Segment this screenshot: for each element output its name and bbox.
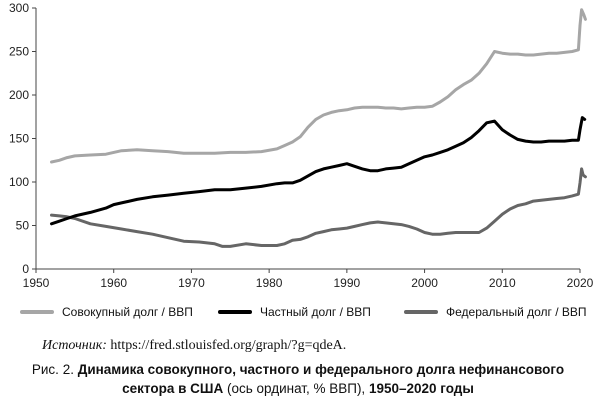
caption-title: Динамика совокупного, частного и федерал… [77,362,565,396]
x-tick-label-4: 1990 [334,276,361,290]
x-tick-label-0: 1950 [23,276,50,290]
series-line-0 [50,8,587,164]
figure-caption: Рис. 2. Динамика совокупного, частного и… [8,360,588,398]
x-tick-label-6: 2010 [489,276,516,290]
y-tick-label-4: 200 [9,88,29,102]
series-line-1 [50,116,587,226]
legend-label-total-debt: Совокупный долг / ВВП [62,305,193,319]
y-tick-label-3: 150 [9,132,29,146]
caption-prefix: Рис. 2. [31,362,78,377]
source-note: Источник: https://fred.stlouisfed.org/gr… [42,338,346,354]
y-tick-label-6: 300 [9,1,29,15]
x-tick-label-7: 2020 [567,276,594,290]
chart-legend: Совокупный долг / ВВП Частный долг / ВВП… [0,305,595,329]
legend-item-private-debt: Частный долг / ВВП [218,305,371,319]
y-tick-label-5: 250 [9,45,29,59]
legend-swatch-total-debt [20,310,54,314]
caption-years: 1950–2020 годы [368,381,474,396]
x-tick-label-1: 1960 [100,276,127,290]
y-tick-label-1: 50 [16,219,30,233]
series-line-2 [50,167,587,248]
source-url: https://fred.stlouisfed.org/graph/?g=qde… [106,338,347,353]
legend-swatch-federal-debt [404,310,438,314]
x-tick-label-2: 1970 [178,276,205,290]
x-tick-label-5: 2000 [411,276,438,290]
legend-item-federal-debt: Федеральный долг / ВВП [404,305,587,319]
y-tick-label-2: 100 [9,175,29,189]
legend-swatch-private-debt [218,310,252,314]
source-label: Источник: [42,338,107,353]
legend-label-federal-debt: Федеральный долг / ВВП [446,305,587,319]
legend-item-total-debt: Совокупный долг / ВВП [20,305,193,319]
caption-axis-note: (ось ординат, % ВВП), [223,381,369,396]
line-chart: 0 50 100 150 200 250 300 1950 1960 1970 1980 1990 20… [9,1,594,290]
x-tick-label-3: 1980 [256,276,283,290]
y-tick-label-0: 0 [22,262,29,276]
legend-label-private-debt: Частный долг / ВВП [260,305,371,319]
